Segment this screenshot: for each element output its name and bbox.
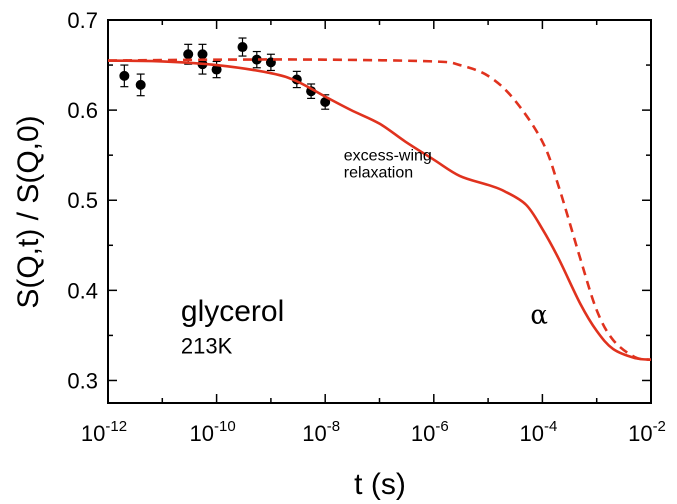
annotation-text: 213K	[181, 333, 233, 358]
y-axis-title: S(Q,t) / S(Q,0)	[12, 115, 45, 308]
data-point	[237, 42, 248, 53]
y-tick-label: 0.4	[67, 278, 98, 303]
data-point	[119, 70, 130, 81]
solid-curve	[108, 59, 651, 362]
x-tick-label: 10-10	[190, 418, 236, 446]
x-tick-label: 10-8	[302, 418, 340, 446]
y-tick-label: 0.7	[67, 8, 98, 33]
dashed-curve	[108, 58, 651, 362]
y-tick-label: 0.5	[67, 188, 98, 213]
axis-ticks: 10-12 10-10 10-8 10-6 10-4 10-2 0.3 0.4 0.5 0.6 0.…	[67, 8, 666, 446]
data-point	[251, 54, 262, 65]
annotation-text: relaxation	[344, 165, 413, 182]
x-tick-label: 10-4	[519, 418, 557, 446]
x-tick-label: 10-12	[81, 418, 127, 446]
y-tick-label: 0.3	[67, 368, 98, 393]
y-tick-label: 0.6	[67, 98, 98, 123]
annotation-text: α	[530, 301, 548, 331]
data-point	[135, 79, 146, 90]
x-axis-title: t (s)	[354, 468, 406, 501]
data-point	[320, 97, 331, 108]
data-point	[183, 49, 194, 60]
annotation-text: glycerol	[181, 295, 284, 328]
annotation-text: excess-wing	[344, 148, 432, 165]
x-tick-label: 10-2	[628, 418, 666, 446]
data-point	[211, 64, 222, 75]
x-tick-label: 10-6	[411, 418, 449, 446]
series-layer	[108, 37, 651, 362]
